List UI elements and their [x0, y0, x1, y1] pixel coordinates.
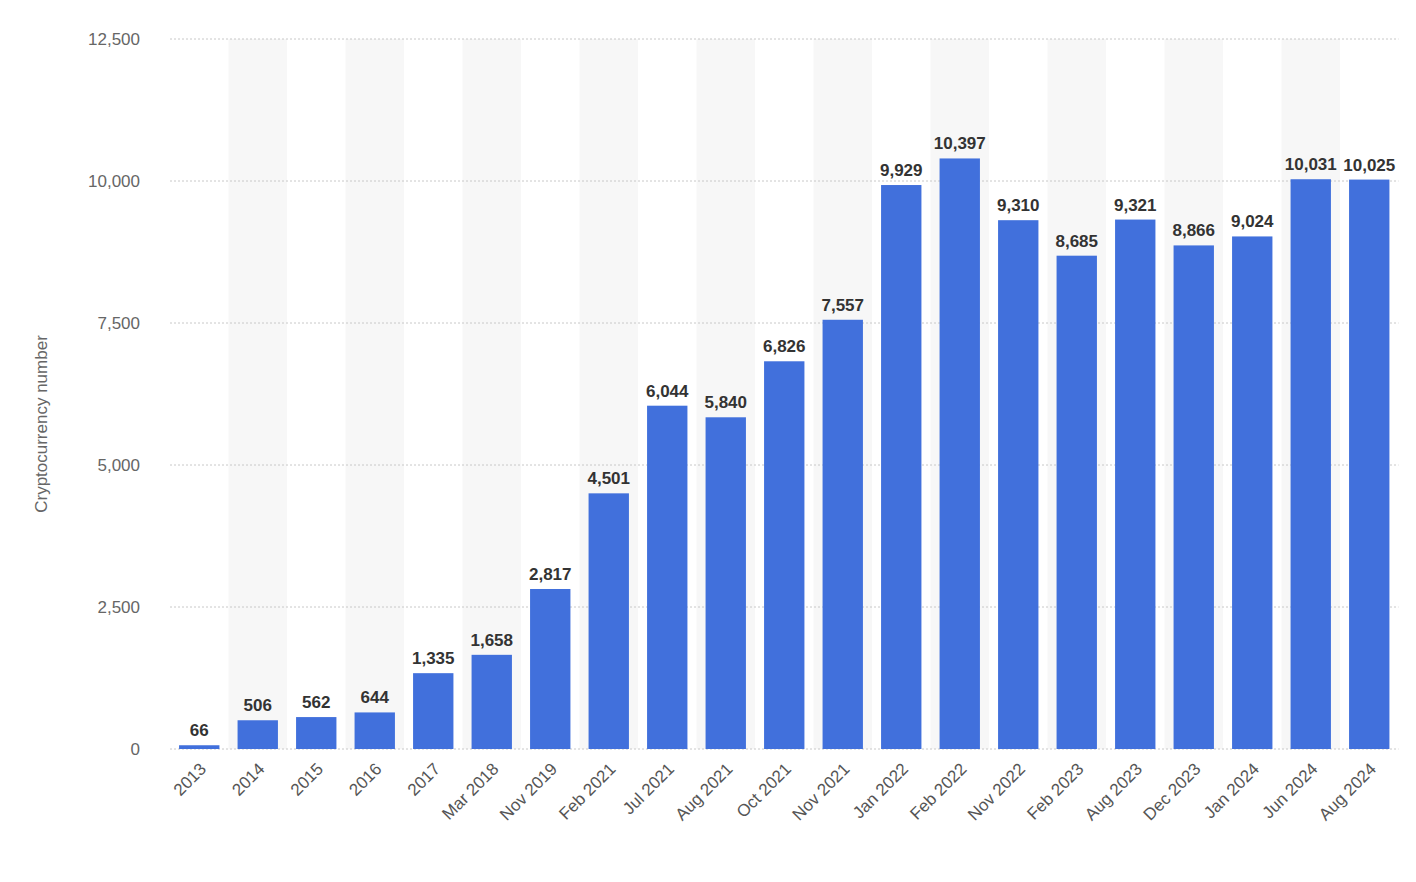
data-label: 9,310 — [997, 196, 1040, 215]
data-label: 5,840 — [704, 393, 747, 412]
x-tick-label: Aug 2021 — [672, 759, 737, 824]
x-tick-label: Jul 2021 — [619, 759, 678, 818]
data-labels: 66 506 562 644 1,335 1,658 2,817 4,501 6,044 5,84… — [190, 134, 1395, 740]
data-label: 562 — [302, 693, 330, 712]
bar — [940, 158, 980, 749]
grid-line — [170, 181, 1399, 182]
y-tick-label: 2,500 — [97, 598, 140, 617]
x-tick-label: Jan 2024 — [1200, 759, 1263, 822]
bar — [647, 406, 687, 749]
band — [931, 39, 990, 749]
bar — [998, 220, 1038, 749]
x-tick-label: Aug 2023 — [1081, 759, 1146, 824]
data-label: 9,024 — [1231, 212, 1274, 231]
bar — [1349, 180, 1389, 749]
band — [1165, 39, 1224, 749]
x-tick-label: 2013 — [170, 759, 210, 799]
y-tick-label: 10,000 — [88, 172, 140, 191]
bar — [238, 720, 278, 749]
y-tick-label: 0 — [131, 740, 140, 759]
x-tick-label: Nov 2021 — [789, 759, 854, 824]
bar — [530, 589, 570, 749]
data-label: 9,929 — [880, 161, 923, 180]
x-tick-label: Feb 2022 — [906, 759, 970, 823]
band — [229, 39, 288, 749]
x-tick-label: 2016 — [345, 759, 385, 799]
x-tick-labels: 20132014201520162017Mar 2018Nov 2019Feb … — [170, 759, 1380, 824]
data-label: 66 — [190, 721, 209, 740]
x-tick-label: Jan 2022 — [849, 759, 912, 822]
data-label: 9,321 — [1114, 196, 1157, 215]
data-label: 10,397 — [934, 134, 986, 153]
bar — [764, 361, 804, 749]
band — [1048, 39, 1107, 749]
x-tick-label: Dec 2023 — [1140, 759, 1205, 824]
y-axis-label: Cryptocurrency number — [32, 335, 51, 513]
data-label: 506 — [244, 696, 272, 715]
grid — [170, 39, 1399, 749]
band — [346, 39, 405, 749]
bar — [706, 417, 746, 749]
x-tick-label: 2015 — [287, 759, 327, 799]
x-tick-label: Mar 2018 — [438, 759, 502, 823]
x-tick-label: Jun 2024 — [1259, 759, 1322, 822]
data-label: 8,866 — [1172, 221, 1215, 240]
band — [697, 39, 756, 749]
bar — [355, 712, 395, 749]
x-tick-label: 2017 — [404, 759, 444, 799]
x-tick-label: Feb 2021 — [555, 759, 619, 823]
x-tick-label: Feb 2023 — [1023, 759, 1087, 823]
band — [814, 39, 873, 749]
x-tick-label: Nov 2022 — [964, 759, 1029, 824]
bar — [472, 655, 512, 749]
grid-line — [170, 323, 1399, 324]
data-label: 1,335 — [412, 649, 455, 668]
x-tick-label: 2014 — [228, 759, 268, 799]
bar — [1291, 179, 1331, 749]
y-tick-label: 7,500 — [97, 314, 140, 333]
y-tick-label: 12,500 — [88, 30, 140, 49]
grid-line — [170, 39, 1399, 40]
x-tick-label: Oct 2021 — [733, 759, 795, 821]
band — [463, 39, 522, 749]
y-tick-label: 5,000 — [97, 456, 140, 475]
data-label: 8,685 — [1055, 232, 1098, 251]
y-axis-line — [170, 39, 171, 749]
bar — [179, 745, 219, 749]
chart-container: 0 2,500 5,000 7,500 10,000 12,500 Cryptocurren… — [0, 0, 1416, 882]
bar — [589, 493, 629, 749]
data-label: 1,658 — [470, 631, 513, 650]
bar — [823, 320, 863, 749]
data-label: 6,826 — [763, 337, 806, 356]
bar — [1115, 220, 1155, 749]
x-tick-label: Nov 2019 — [496, 759, 561, 824]
bar — [1232, 236, 1272, 749]
bands — [229, 39, 1341, 749]
chart-svg: 0 2,500 5,000 7,500 10,000 12,500 Cryptocurren… — [0, 0, 1416, 882]
bar — [1174, 245, 1214, 749]
bars — [179, 158, 1389, 749]
bar — [413, 673, 453, 749]
band — [580, 39, 639, 749]
data-label: 7,557 — [821, 296, 864, 315]
data-label: 2,817 — [529, 565, 572, 584]
bar — [296, 717, 336, 749]
data-label: 10,031 — [1285, 155, 1337, 174]
band — [1282, 39, 1341, 749]
data-label: 644 — [361, 688, 390, 707]
data-label: 10,025 — [1343, 156, 1395, 175]
bar — [1057, 256, 1097, 749]
x-tick-label: Aug 2024 — [1315, 759, 1380, 824]
bar — [881, 185, 921, 749]
data-label: 4,501 — [587, 469, 630, 488]
data-label: 6,044 — [646, 382, 689, 401]
